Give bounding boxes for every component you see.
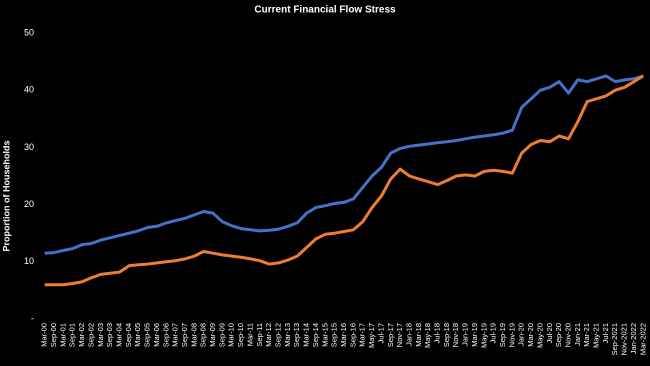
x-tick-label: Jul-19 [489,323,498,343]
x-tick-label: Sep-16 [348,323,357,347]
x-tick-label: Sep-17 [386,323,395,347]
x-tick-label: Sep-05 [143,323,152,347]
x-tick-label: Mar-18 [414,323,423,347]
x-tick-label: Sep-13 [292,323,301,347]
y-tick-label: 40 [24,85,34,95]
x-tick-label: Mar-17 [358,323,367,347]
x-tick-label: May-21 [592,323,601,348]
x-tick-label: Nov-17 [395,323,404,347]
x-tick-label: Mar-00 [40,323,49,347]
x-tick-label: Mar-06 [152,323,161,347]
x-tick-label: Sep-04 [124,323,133,347]
x-tick-label: Jul-17 [376,323,385,343]
x-tick-label: Mar-16 [339,323,348,347]
x-tick-label: Sep-11 [255,323,264,347]
y-tick-label: - [31,313,34,323]
series-line [44,74,645,287]
x-tick-label: Mar-07 [171,323,180,347]
x-tick-label: Mar-15 [320,323,329,347]
x-tick-label: Sep-09 [217,323,226,347]
x-tick-label: Mar-04 [114,323,123,347]
x-tick-label: Mar-02 [77,323,86,347]
x-tick-label: Sep-02 [86,323,95,347]
x-tick-label: Mar-09 [208,323,217,347]
x-tick-label: Nov-19 [507,323,516,347]
x-tick-label: Sep-07 [180,323,189,347]
x-tick-label: Mar-19 [470,323,479,347]
y-axis-label: Proportion of Households [1,141,11,252]
x-tick-label: Mar-05 [133,323,142,347]
x-tick-label: May-17 [367,323,376,348]
x-tick-label: Sep-19 [498,323,507,347]
x-tick-label: Mar-20 [526,323,535,347]
y-tick-label: 10 [24,256,34,266]
x-tick-label: May-19 [479,323,488,348]
x-tick-label: Jan-19 [461,323,470,346]
x-tick-label: Sep-12 [274,323,283,347]
x-tick-label: Sep-01 [68,323,77,347]
x-tick-label: Mar-10 [227,323,236,347]
y-tick-label: 30 [24,142,34,152]
x-tick-label: Jul-20 [545,323,554,343]
x-tick-label: Nov-20 [563,323,572,347]
y-tick-label: 20 [24,199,34,209]
x-tick-label: Mar-08 [189,323,198,347]
x-tick-label: Mar-2022 [638,323,647,355]
x-tick-label: Sep-15 [330,323,339,347]
chart-title: Current Financial Flow Stress [254,5,396,16]
x-tick-label: Mar-21 [582,323,591,347]
x-tick-label: May-18 [423,323,432,348]
x-tick-label: Mar-01 [58,323,67,347]
x-tick-label: Sep-20 [554,323,563,347]
x-tick-label: Mar-03 [96,323,105,347]
x-tick-label: Nov-18 [451,323,460,347]
x-tick-label: Mar-12 [264,323,273,347]
x-tick-label: May-20 [535,323,544,348]
x-tick-label: Sep-14 [311,323,320,347]
x-tick-label: Sep-03 [105,323,114,347]
x-tick-label: Jul-18 [433,323,442,343]
x-tick-label: Jan-20 [517,323,526,346]
x-tick-label: Nov-2021 [620,323,629,356]
x-tick-label: Mar-13 [283,323,292,347]
x-tick-label: Jul-21 [601,323,610,343]
x-tick-label: Jan-18 [404,323,413,346]
x-tick-label: Jan-21 [573,323,582,346]
x-tick-label: Sep-18 [442,323,451,347]
y-tick-label: 50 [24,27,34,37]
x-tick-label: Sep-10 [236,323,245,347]
x-tick-label: Jan-2022 [629,323,638,354]
x-tick-label: Sep-06 [161,323,170,347]
x-tick-label: Mar-14 [302,323,311,347]
x-tick-label: Sep-2021 [610,323,619,356]
series-line [44,74,644,255]
x-tick-label: Sep-00 [49,323,58,347]
x-tick-label: Sep-08 [199,323,208,347]
x-tick-label: Mar-11 [245,323,254,346]
